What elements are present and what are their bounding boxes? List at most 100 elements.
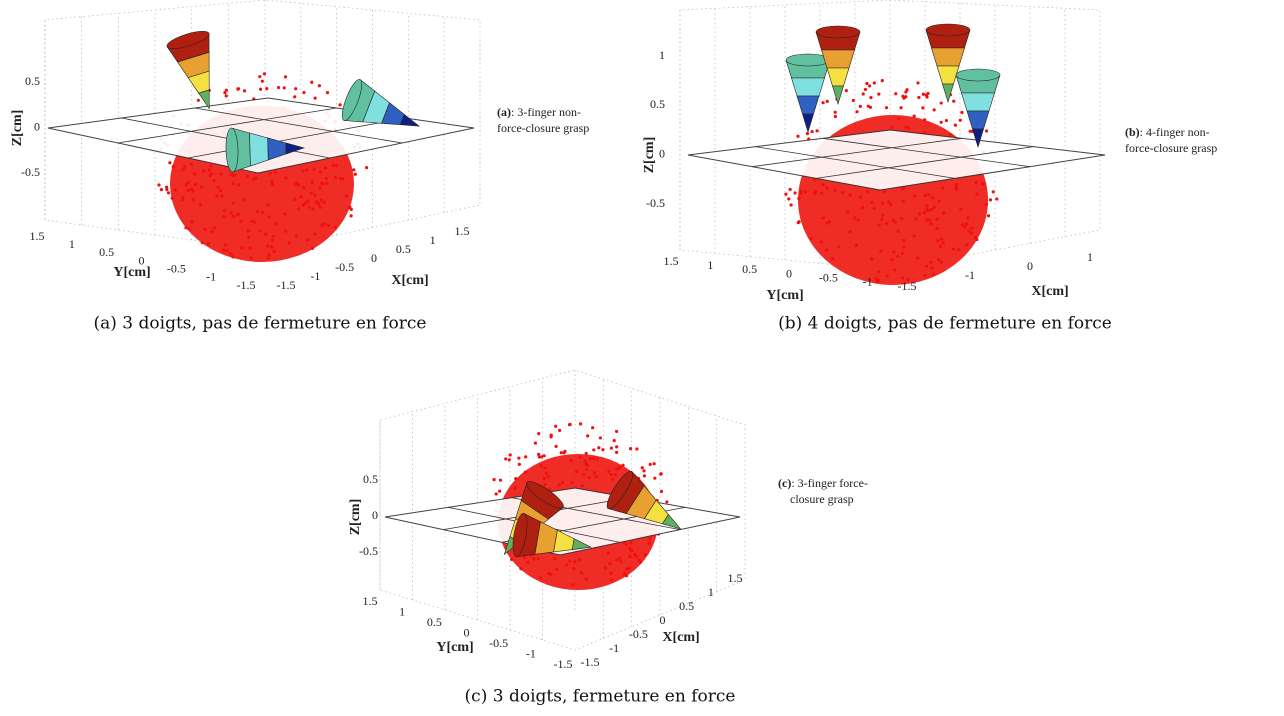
point: [912, 114, 916, 118]
point: [921, 92, 926, 96]
z-tick-label: 0: [659, 146, 665, 160]
z-axis-label: Z[cm]: [10, 110, 25, 147]
point: [968, 129, 972, 133]
point: [859, 195, 863, 199]
point: [827, 220, 831, 224]
point: [899, 106, 903, 110]
point: [236, 87, 240, 91]
z-tick-label: 0.5: [363, 472, 378, 486]
point: [923, 118, 927, 122]
cone-top: [925, 23, 971, 37]
annotation-line: force-closure grasp: [1125, 141, 1217, 155]
point: [261, 210, 265, 215]
annotation-label: (c): [778, 476, 791, 490]
point: [582, 472, 586, 477]
point: [333, 225, 337, 229]
point: [215, 194, 219, 198]
point: [331, 163, 335, 168]
point: [888, 203, 893, 207]
x-tick-label: 0: [1027, 259, 1033, 273]
point: [274, 222, 279, 226]
point: [537, 432, 541, 436]
point: [931, 272, 936, 276]
point: [220, 194, 224, 198]
point: [540, 455, 544, 459]
point: [226, 249, 230, 253]
caption: (b) 4 doigts, pas de fermeture en force: [778, 314, 1112, 334]
x-tick-label: -1: [310, 269, 320, 283]
x-tick-label: -1.5: [277, 278, 296, 292]
point: [869, 96, 873, 100]
point: [984, 203, 988, 207]
point: [820, 191, 824, 195]
point: [253, 220, 257, 224]
point: [203, 227, 207, 231]
plane-line: [194, 107, 403, 144]
point: [592, 448, 596, 452]
point: [642, 469, 646, 473]
point: [861, 92, 865, 96]
point: [893, 268, 897, 272]
z-tick-label: 0: [372, 508, 378, 522]
y-tick-label: -1.5: [554, 657, 573, 671]
cone-band: [966, 110, 990, 130]
point: [618, 556, 622, 560]
point: [796, 134, 800, 138]
point: [913, 194, 917, 198]
point: [299, 195, 303, 199]
point: [212, 179, 216, 183]
point: [305, 168, 309, 172]
point: [492, 477, 496, 482]
point: [586, 434, 590, 438]
point: [821, 216, 825, 220]
point: [249, 256, 253, 260]
plane-line: [187, 117, 406, 159]
point: [164, 185, 169, 189]
point: [263, 232, 268, 236]
point: [628, 447, 633, 451]
point: [543, 483, 547, 487]
point: [634, 554, 638, 559]
point: [874, 276, 878, 281]
point: [579, 571, 584, 575]
point: [258, 75, 262, 79]
point: [833, 114, 837, 119]
point: [270, 245, 274, 249]
point: [870, 257, 874, 261]
point: [542, 454, 546, 458]
point: [877, 270, 881, 274]
point: [248, 246, 252, 250]
point: [844, 88, 848, 93]
point: [517, 456, 521, 460]
point: [246, 229, 250, 233]
point: [880, 201, 885, 206]
point: [573, 560, 577, 564]
annotation-line: : 3-finger non-: [511, 105, 581, 119]
point: [267, 215, 271, 219]
point: [601, 448, 605, 452]
point: [216, 185, 220, 189]
point: [941, 241, 945, 245]
point: [825, 186, 829, 190]
point: [885, 274, 889, 278]
point: [262, 72, 267, 76]
point: [627, 566, 631, 571]
point: [229, 252, 233, 256]
cone-band: [826, 67, 850, 87]
point: [939, 120, 943, 124]
plane-line: [751, 137, 962, 168]
point: [622, 572, 627, 576]
point: [310, 191, 314, 195]
annotation: (a): 3-finger non-force-closure grasp: [497, 105, 589, 135]
point: [272, 234, 276, 238]
point: [814, 190, 818, 194]
point: [825, 99, 829, 103]
point: [917, 95, 921, 100]
point: [833, 188, 837, 193]
x-tick-label: 0: [660, 613, 666, 627]
cone-band: [972, 128, 984, 149]
annotation-line: closure grasp: [790, 492, 854, 506]
point: [349, 214, 353, 218]
point: [223, 243, 228, 247]
point: [629, 541, 633, 545]
